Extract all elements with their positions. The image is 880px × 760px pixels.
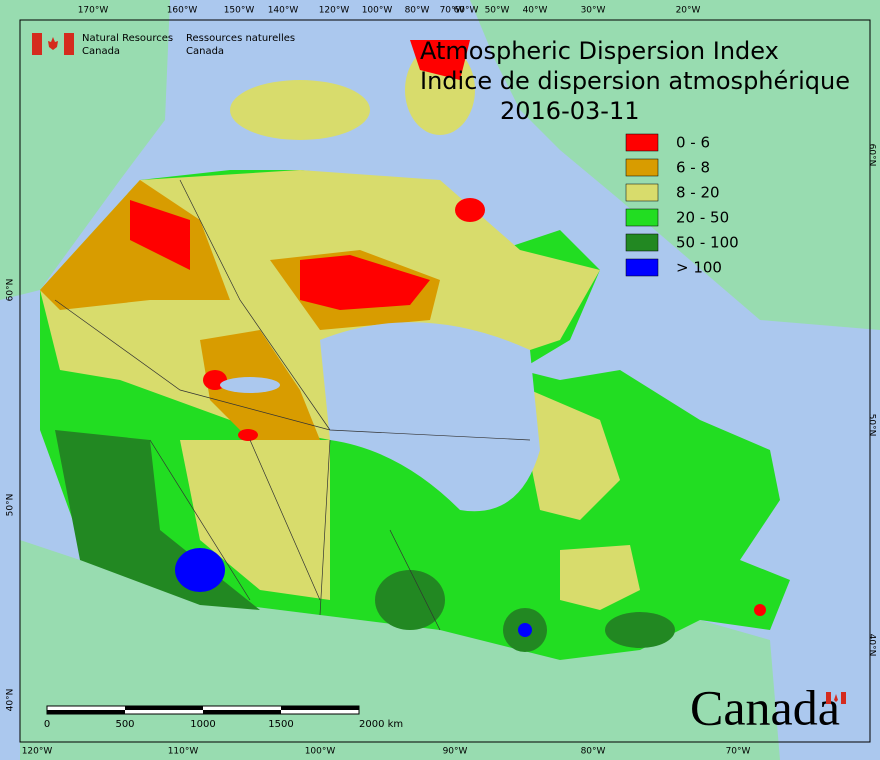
zone-yellow-arctic: [230, 80, 370, 140]
graticule-label: 80°W: [581, 747, 606, 757]
graticule-label: 160°W: [167, 6, 198, 16]
legend-swatch: [625, 183, 659, 202]
graticule-label: 50°W: [485, 6, 510, 16]
zone-yellow-prairies: [180, 440, 330, 600]
zone-yellow-quebec-south: [560, 545, 640, 610]
zone-darkgreen-ontario: [375, 570, 445, 630]
graticule-label: 150°W: [224, 6, 255, 16]
graticule-label: 50°N: [867, 414, 877, 437]
legend-label: 20 - 50: [676, 209, 729, 227]
scale-bar-segment: [281, 706, 359, 710]
boundaries: [54, 179, 531, 631]
graticule-label: 60°N: [867, 144, 877, 167]
legend-swatch: [625, 258, 659, 277]
title: Atmospheric Dispersion Index: [420, 37, 779, 65]
title: Indice de dispersion atmosphérique: [420, 67, 850, 95]
wordmark: Canada: [690, 679, 840, 735]
zone-blue-ontario: [518, 623, 532, 637]
zone-red-yukon: [130, 200, 190, 270]
flag-leaf: [48, 37, 58, 50]
graticule-label: 40°W: [523, 6, 548, 16]
graticule-label: 60°N: [6, 279, 16, 302]
graticule-label: 60°W: [454, 6, 479, 16]
graticule-label: 120°W: [319, 6, 350, 16]
graticule-label: 170°W: [78, 6, 109, 16]
legend-swatch: [625, 133, 659, 152]
wordmark-flag-leaf: [834, 694, 838, 702]
great-slave-lake: [220, 377, 280, 393]
alaska: [0, 0, 170, 300]
legend-label: 50 - 100: [676, 234, 739, 252]
hudson-bay: [320, 322, 540, 512]
scale-label: 2000 km: [359, 719, 403, 730]
united-states: [20, 540, 780, 760]
graticule-label: 100°W: [362, 6, 393, 16]
org-name: Canada: [186, 46, 224, 57]
graticule-label: 120°W: [22, 747, 53, 757]
scale-label: 500: [115, 719, 134, 730]
graticule-label: 90°W: [443, 747, 468, 757]
zone-blue-bc: [175, 548, 225, 592]
zone-orange-yukon: [40, 180, 230, 310]
org-name: Canada: [82, 46, 120, 57]
scale-bar-segment: [47, 710, 125, 714]
scale-label: 0: [44, 719, 50, 730]
graticule-label: 100°W: [305, 747, 336, 757]
date: 2016-03-11: [500, 97, 639, 125]
legend-label: 0 - 6: [676, 134, 710, 152]
greenland: [470, 0, 880, 330]
zone-red-ns: [754, 604, 766, 616]
legend-swatch: [625, 233, 659, 252]
flag-bar: [64, 33, 74, 55]
scale-bar-segment: [203, 710, 281, 714]
zone-darkgreen-bc: [55, 430, 260, 610]
zone-red-arctic: [300, 255, 430, 310]
graticule-label: 40°N: [6, 689, 16, 712]
graticule-label: 50°N: [6, 494, 16, 517]
legend-label: > 100: [676, 259, 722, 277]
graticule-label: 70°W: [726, 747, 751, 757]
legend-label: 6 - 8: [676, 159, 710, 177]
wordmark-flag: [841, 692, 846, 704]
graticule-label: 20°W: [676, 6, 701, 16]
scale-bar-segment: [125, 706, 203, 710]
graticule-label: 140°W: [268, 6, 299, 16]
legend-label: 8 - 20: [676, 184, 720, 202]
flag-bar: [32, 33, 42, 55]
scale-label: 1000: [190, 719, 215, 730]
zone-red-baffin: [455, 198, 485, 222]
legend-swatch: [625, 208, 659, 227]
org-name: Ressources naturelles: [186, 33, 295, 44]
zone-yellow-quebec: [530, 390, 620, 520]
graticule-label: 110°W: [168, 747, 199, 757]
graticule-label: 80°W: [405, 6, 430, 16]
legend-swatch: [625, 158, 659, 177]
map-frame: [19, 19, 871, 743]
graticule-label: 30°W: [581, 6, 606, 16]
graticule-label: 70°W: [440, 6, 465, 16]
scale-label: 1500: [268, 719, 293, 730]
zone-red-ellesmere: [410, 40, 470, 80]
zone-darkgreen-quebec: [605, 612, 675, 648]
wordmark-flag: [826, 692, 831, 704]
graticule-label: 40°N: [867, 634, 877, 657]
org-name: Natural Resources: [82, 33, 173, 44]
zone-red-athabasca: [238, 429, 258, 441]
